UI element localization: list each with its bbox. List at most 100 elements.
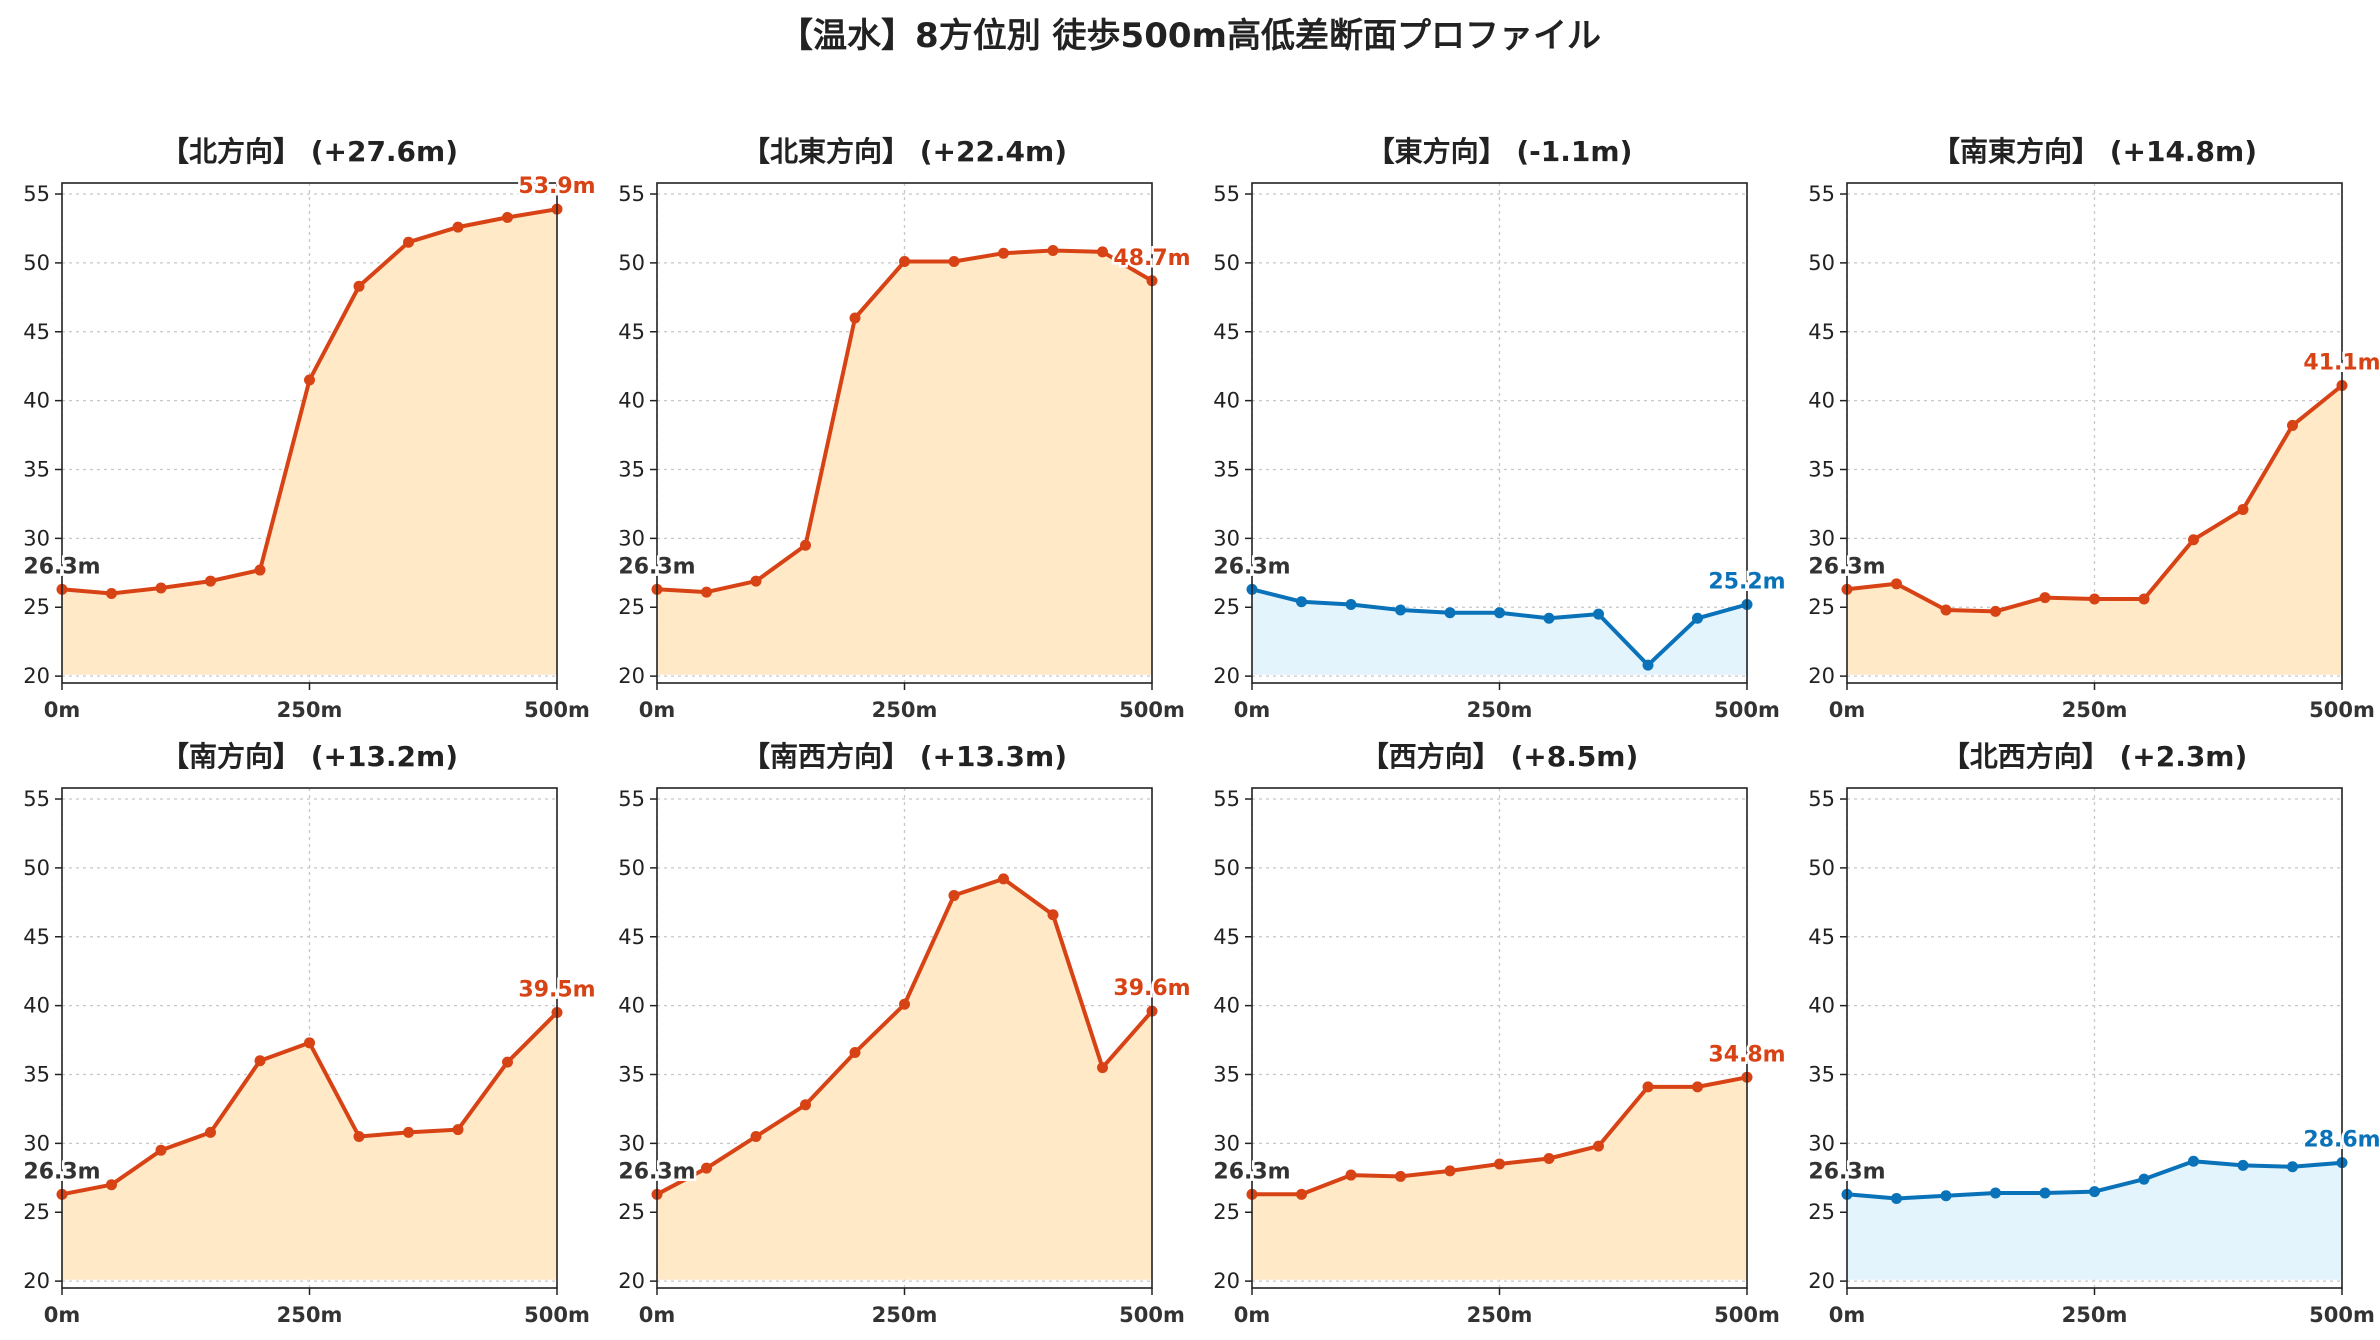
- x-tick-label: 250m: [1467, 698, 1533, 722]
- y-tick-label: 55: [1213, 787, 1240, 811]
- chart-panel-5: 【南西方向】 (+13.3m) 20 25 30 35 40 45 50 55 0m 250m 500…: [616, 740, 1193, 1327]
- chart-title: 【北西方向】 (+2.3m): [1942, 740, 2248, 773]
- y-tick-label: 40: [1808, 994, 1835, 1018]
- x-tick-label: 0m: [639, 698, 676, 722]
- data-point: [403, 236, 414, 248]
- y-tick-label: 55: [23, 182, 50, 206]
- data-point: [800, 1099, 811, 1111]
- chart-title: 【南方向】 (+13.2m): [161, 740, 458, 773]
- data-point: [1444, 607, 1456, 619]
- x-tick-label: 0m: [1829, 698, 1866, 722]
- y-tick-label: 30: [23, 1131, 50, 1155]
- x-tick-label: 250m: [2062, 698, 2128, 722]
- area-fill: [1252, 1077, 1747, 1280]
- chart-title: 【南西方向】 (+13.3m): [742, 740, 1067, 773]
- y-tick-label: 50: [618, 251, 645, 275]
- data-point: [106, 1179, 117, 1191]
- y-tick-label: 35: [1808, 1063, 1835, 1087]
- y-tick-label: 30: [1808, 526, 1835, 550]
- data-point: [1940, 1190, 1952, 1202]
- end-elevation-label: 39.5m: [518, 978, 595, 1003]
- data-point: [2039, 592, 2051, 604]
- end-elevation-label: 34.8m: [1708, 1042, 1785, 1067]
- data-point: [106, 587, 117, 599]
- y-tick-label: 20: [618, 1269, 645, 1293]
- y-tick-label: 50: [1808, 856, 1835, 880]
- data-point: [1296, 1188, 1307, 1200]
- data-point: [254, 1055, 266, 1067]
- data-point: [304, 374, 315, 386]
- y-tick-label: 45: [23, 320, 50, 344]
- data-point: [1593, 1140, 1604, 1152]
- y-tick-label: 45: [1808, 925, 1835, 949]
- start-elevation-label: 26.3m: [23, 1159, 100, 1184]
- y-tick-label: 45: [1808, 320, 1835, 344]
- chart-title: 【北方向】 (+27.6m): [161, 135, 458, 168]
- y-tick-label: 30: [1213, 1131, 1240, 1155]
- data-point: [948, 256, 960, 268]
- y-tick-label: 45: [618, 925, 645, 949]
- y-tick-label: 20: [23, 664, 50, 688]
- data-point: [750, 575, 762, 587]
- data-point: [452, 1124, 464, 1136]
- x-tick-label: 0m: [44, 698, 81, 722]
- y-tick-label: 35: [1213, 458, 1240, 482]
- chart-panel-4: 【南方向】 (+13.2m) 20 25 30 35 40 45 50 55 0m 250m 500m…: [21, 740, 598, 1327]
- y-tick-label: 55: [1808, 787, 1835, 811]
- data-point: [1940, 604, 1952, 616]
- x-tick-label: 0m: [1829, 1303, 1866, 1327]
- data-point: [849, 312, 861, 324]
- end-elevation-label: 28.6m: [2303, 1128, 2380, 1153]
- data-point: [1494, 607, 1505, 619]
- y-tick-label: 30: [1808, 1131, 1835, 1155]
- figure-title: 【温水】8方位別 徒歩500m高低差断面プロファイル: [779, 16, 1601, 56]
- data-point: [1891, 1192, 1902, 1204]
- data-point: [2237, 503, 2249, 515]
- data-point: [2237, 1159, 2249, 1171]
- data-point: [502, 211, 513, 223]
- data-point: [701, 1162, 712, 1174]
- chart-title: 【西方向】 (+8.5m): [1361, 740, 1639, 773]
- data-point: [1593, 608, 1604, 620]
- y-tick-label: 50: [618, 856, 645, 880]
- y-tick-label: 35: [23, 1063, 50, 1087]
- data-point: [1543, 612, 1555, 624]
- y-tick-label: 55: [1808, 182, 1835, 206]
- y-tick-label: 25: [1808, 1200, 1835, 1224]
- y-tick-label: 35: [618, 1063, 645, 1087]
- start-elevation-label: 26.3m: [1213, 1159, 1290, 1184]
- end-elevation-label: 25.2m: [1708, 569, 1785, 594]
- data-point: [1047, 244, 1059, 256]
- data-point: [1296, 596, 1307, 608]
- data-point: [899, 998, 910, 1010]
- end-elevation-label: 41.1m: [2303, 350, 2380, 375]
- y-tick-label: 20: [1213, 664, 1240, 688]
- chart-panel-6: 【西方向】 (+8.5m) 20 25 30 35 40 45 50 55 0m 250m 500m 2…: [1211, 740, 1788, 1327]
- data-point: [701, 586, 712, 598]
- data-point: [304, 1037, 315, 1049]
- chart-title: 【東方向】 (-1.1m): [1367, 135, 1633, 168]
- chart-panel-7: 【北西方向】 (+2.3m) 20 25 30 35 40 45 50 55 0m 250m 500m…: [1806, 740, 2380, 1327]
- data-point: [1692, 1081, 1703, 1093]
- y-tick-label: 45: [23, 925, 50, 949]
- y-tick-label: 50: [1808, 251, 1835, 275]
- y-tick-label: 25: [23, 595, 50, 619]
- end-elevation-label: 39.6m: [1113, 976, 1190, 1001]
- chart-panel-3: 【南東方向】 (+14.8m) 20 25 30 35 40 45 50 55 0m 250m 500…: [1806, 135, 2380, 722]
- chart-title: 【南東方向】 (+14.8m): [1932, 135, 2257, 168]
- x-tick-label: 250m: [1467, 1303, 1533, 1327]
- start-elevation-label: 26.3m: [1808, 1159, 1885, 1184]
- data-point: [2039, 1187, 2051, 1199]
- data-point: [1395, 1170, 1406, 1182]
- x-tick-label: 500m: [1119, 698, 1185, 722]
- data-point: [1097, 1062, 1108, 1074]
- y-tick-label: 25: [1808, 595, 1835, 619]
- y-tick-label: 35: [23, 458, 50, 482]
- data-point: [2138, 593, 2150, 605]
- x-tick-label: 0m: [44, 1303, 81, 1327]
- data-point: [1642, 1081, 1654, 1093]
- data-point: [1642, 659, 1654, 671]
- data-point: [2089, 1186, 2100, 1198]
- data-point: [998, 247, 1009, 259]
